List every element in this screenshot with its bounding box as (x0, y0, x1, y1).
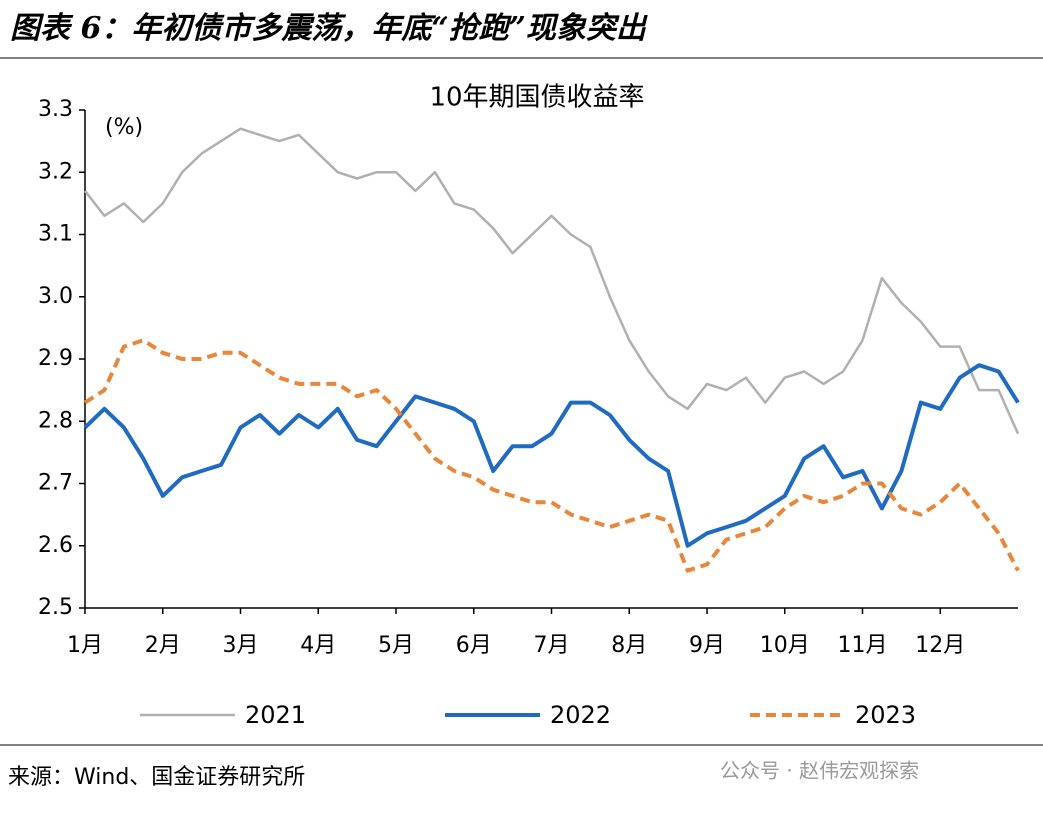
figure-title: 图表 6：年初债市多震荡，年底“抢跑”现象突出 (10, 11, 648, 46)
x-tick-label: 7月 (534, 633, 570, 658)
x-tick-label: 2月 (145, 633, 181, 658)
x-tick-label: 9月 (689, 633, 725, 658)
series-line (83, 363, 1020, 548)
legend-label: 2022 (550, 701, 611, 729)
y-tick-label: 3.0 (38, 284, 73, 309)
chart-title: 10年期国债收益率 (429, 83, 644, 113)
series-line (83, 338, 1020, 573)
x-tick-label: 4月 (300, 633, 336, 658)
y-label: (%) (105, 115, 143, 140)
x-tick-label: 3月 (223, 633, 259, 658)
y-tick-label: 2.6 (38, 533, 73, 558)
watermark: 公众号 · 赵伟宏观探索 (720, 759, 919, 783)
y-tick-label: 3.3 (38, 97, 73, 122)
x-tick-label: 1月 (67, 633, 103, 658)
y-tick-label: 3.1 (38, 222, 73, 247)
y-tick-label: 3.2 (38, 159, 73, 184)
source: 来源：Wind、国金证券研究所 (8, 765, 305, 790)
x-tick-label: 8月 (611, 633, 647, 658)
y-tick-label: 2.8 (38, 408, 73, 433)
x-tick-label: 11月 (838, 633, 888, 658)
x-tick-label: 5月 (378, 633, 414, 658)
y-tick-label: 2.7 (38, 471, 73, 496)
x-tick-label: 12月 (915, 633, 965, 658)
series-line (84, 127, 1020, 435)
y-tick-label: 2.9 (38, 346, 73, 371)
legend-label: 2023 (855, 701, 916, 729)
legend-label: 2021 (245, 701, 306, 729)
x-tick-label: 10月 (760, 633, 810, 658)
y-tick-label: 2.5 (38, 595, 73, 620)
x-tick-label: 6月 (456, 633, 492, 658)
